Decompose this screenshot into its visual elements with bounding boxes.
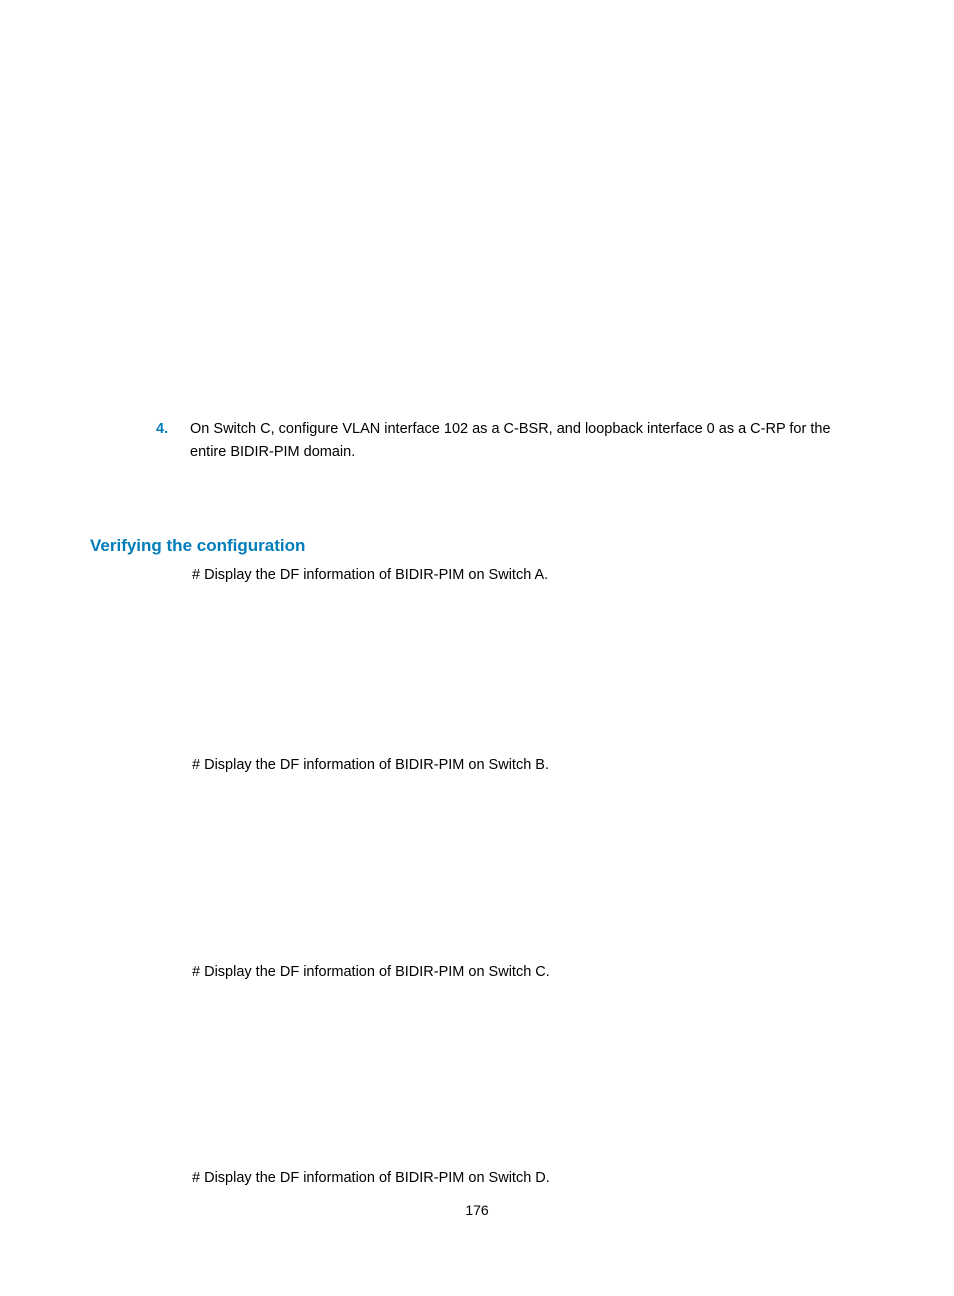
paragraph-c: # Display the DF information of BIDIR-PI… [192, 962, 550, 984]
paragraph-d: # Display the DF information of BIDIR-PI… [192, 1168, 550, 1190]
paragraph-a: # Display the DF information of BIDIR-PI… [192, 565, 548, 587]
step-number: 4. [156, 418, 186, 441]
numbered-step: 4. On Switch C, configure VLAN interface… [156, 418, 866, 464]
step-text: On Switch C, configure VLAN interface 10… [190, 418, 860, 464]
page-number: 176 [0, 1202, 954, 1218]
section-heading: Verifying the configuration [90, 536, 305, 556]
page: 4. On Switch C, configure VLAN interface… [0, 0, 954, 1296]
paragraph-b: # Display the DF information of BIDIR-PI… [192, 755, 549, 777]
